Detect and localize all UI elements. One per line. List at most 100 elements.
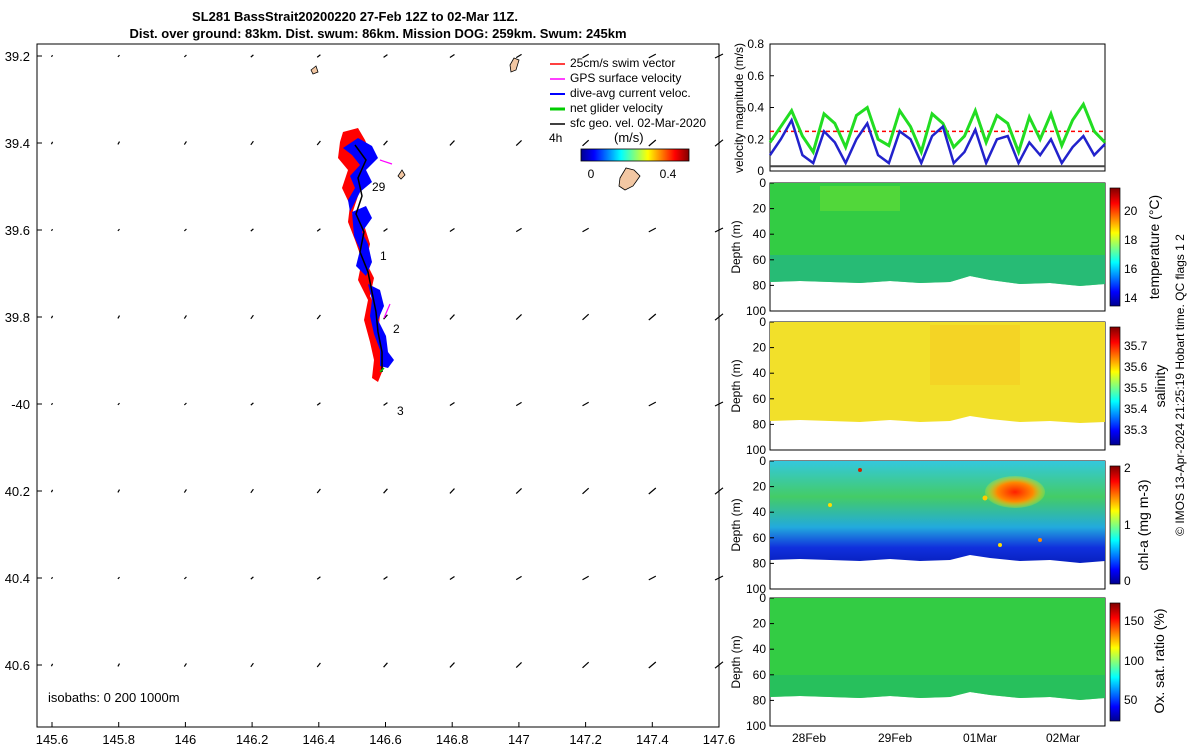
oxygen-cbar-tick: 150 xyxy=(1124,614,1144,628)
gps-velocity-arrow xyxy=(379,159,393,165)
temperature-cbar-tick: 16 xyxy=(1124,262,1138,276)
lon-tick-label: 147.2 xyxy=(569,732,602,747)
time-step-label: 4h xyxy=(549,131,562,145)
surface-velocity-arrow xyxy=(648,661,657,669)
surface-velocity-arrow xyxy=(582,313,590,321)
isobaths-label: isobaths: 0 200 1000m xyxy=(48,690,180,705)
velocity-y-ticks: 0 0.2 0.4 0.6 0.8 xyxy=(747,37,774,178)
surface-velocity-arrow xyxy=(449,575,455,581)
velocity-y-tick-label: 0.4 xyxy=(747,101,764,115)
surface-velocity-arrow xyxy=(316,576,321,580)
depth-tick-label: 60 xyxy=(753,668,767,682)
lat-tick-label: 40.2 xyxy=(5,484,30,499)
lon-tick-label: 145.6 xyxy=(36,732,69,747)
depth-axis-label: Depth (m) xyxy=(729,220,743,273)
depth-tick-label: 40 xyxy=(753,227,767,241)
depth-tick-label: 80 xyxy=(753,693,767,707)
oxygen-cbar-label: Ox. sat. ratio (%) xyxy=(1151,608,1167,713)
lat-tick-label: 40.4 xyxy=(5,571,30,586)
surface-velocity-arrow xyxy=(648,227,657,233)
surface-velocity-arrow xyxy=(383,314,388,320)
credit-footer: © IMOS 13-Apr-2024 21:25:19 Hobart time.… xyxy=(1173,234,1187,536)
surface-velocity-arrow xyxy=(250,662,254,668)
surface-velocity-arrow xyxy=(50,54,54,58)
surface-velocity-arrow xyxy=(449,227,455,233)
surface-velocity-arrow xyxy=(117,489,121,493)
date-tick: 28Feb xyxy=(792,731,826,745)
lon-tick-label: 146.4 xyxy=(303,732,336,747)
surface-velocity-arrow xyxy=(117,576,120,580)
lat-tick-label: -40 xyxy=(11,397,30,412)
surface-velocity-arrow xyxy=(648,313,657,321)
velocity-series-line xyxy=(768,117,1106,167)
colorbar-unit-label: (m/s) xyxy=(614,130,644,145)
depth-tick-label: 40 xyxy=(753,642,767,656)
chlorophyll-cbar-tick: 1 xyxy=(1124,518,1131,532)
oxygen-panel: 150 100 50 Ox. sat. ratio (%) xyxy=(769,597,1167,727)
depth-tick-label: 20 xyxy=(753,480,767,494)
surface-velocity-arrow xyxy=(714,401,724,407)
map-axes-box xyxy=(36,43,720,728)
map-panel: 145.6 145.8 146 146.2 146.4 146.6 146.8 147 147.… xyxy=(5,43,735,747)
depth-tick-label: 100 xyxy=(746,443,766,457)
surface-velocity-arrow xyxy=(183,663,187,667)
surface-velocity-arrow xyxy=(714,487,724,495)
surface-velocity-arrow xyxy=(582,401,589,407)
surface-velocity-arrow xyxy=(648,401,657,407)
velocity-panel: 0 0.2 0.4 0.6 0.8 velocity magnitude (m/s) xyxy=(732,37,1107,178)
surface-velocity-arrow xyxy=(582,227,589,233)
date-tick: 02Mar xyxy=(1046,731,1080,745)
surface-velocity-arrow xyxy=(50,228,54,232)
surface-velocity-arrow xyxy=(582,139,590,147)
surface-velocity-arrow xyxy=(383,402,388,406)
chlorophyll-bloom xyxy=(985,476,1045,508)
velocity-axes-box xyxy=(769,43,1106,172)
depth-tick-label: 0 xyxy=(759,176,766,190)
salinity-cbar-tick: 35.5 xyxy=(1124,381,1148,395)
depth-tick-label: 0 xyxy=(759,591,766,605)
surface-velocity-arrow xyxy=(50,402,54,406)
chlorophyll-cbar-tick: 0 xyxy=(1124,574,1131,588)
surface-velocity-arrow xyxy=(515,227,522,233)
temperature-cool-layer xyxy=(770,255,1105,286)
surface-velocity-arrow xyxy=(714,139,724,147)
oxygen-cbar-tick: 100 xyxy=(1124,654,1144,668)
surface-velocity-arrow xyxy=(648,575,657,581)
surface-velocity-arrow xyxy=(250,402,254,406)
surface-velocity-arrow xyxy=(50,576,54,580)
section-axes-ticks: 0 20 40 60 80 100 Depth (m) 0 20 40 60 80 100 Depth (… xyxy=(729,176,774,733)
temperature-panel: 20 18 16 14 temperature (°C) xyxy=(769,182,1162,312)
surface-velocity-arrow xyxy=(183,315,187,319)
chlorophyll-cbar-label: chl-a (mg m-3) xyxy=(1135,479,1151,570)
legend-label-net: net glider velocity xyxy=(570,101,663,115)
salinity-cbar-tick: 35.3 xyxy=(1124,423,1148,437)
surface-velocity-arrow xyxy=(316,228,321,232)
legend-label-geo: sfc geo. vel. 02-Mar-2020 xyxy=(570,116,706,130)
colorbar-tick: 0.4 xyxy=(660,167,677,181)
surface-velocity-arrow xyxy=(250,314,254,320)
depth-tick-label: 40 xyxy=(753,366,767,380)
velocity-y-label: velocity magnitude (m/s) xyxy=(732,43,746,173)
surface-velocity-arrow xyxy=(714,575,724,581)
temperature-cbar-label: temperature (°C) xyxy=(1146,195,1162,299)
surface-velocity-arrow xyxy=(50,663,54,667)
depth-tick-label: 20 xyxy=(753,341,767,355)
surface-velocity-arrow xyxy=(515,313,522,321)
lon-tick-label: 145.8 xyxy=(102,732,135,747)
temperature-colorbar xyxy=(1109,187,1121,307)
lon-tick-label: 147.4 xyxy=(636,732,669,747)
day-label: 29 xyxy=(372,180,386,194)
velocity-y-tick-label: 0 xyxy=(757,164,764,178)
speed-colorbar xyxy=(580,148,690,162)
chlorophyll-sample-dot xyxy=(982,495,988,501)
chlorophyll-colorbar xyxy=(1109,465,1121,585)
figure-subtitle: Dist. over ground: 83km. Dist. swum: 86k… xyxy=(129,26,626,41)
surface-velocity-arrow xyxy=(383,140,388,146)
chlorophyll-cbar-tick: 2 xyxy=(1124,461,1131,475)
salinity-panel: 35.7 35.6 35.5 35.4 35.3 salinity xyxy=(769,321,1168,451)
surface-velocity-arrow xyxy=(714,661,724,669)
date-tick: 29Feb xyxy=(878,731,912,745)
day-label: 2 xyxy=(393,322,400,336)
surface-velocity-arrow xyxy=(117,54,120,58)
